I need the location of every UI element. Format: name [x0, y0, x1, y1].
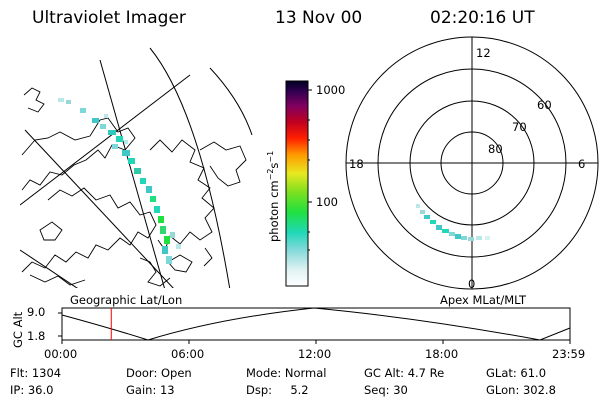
coastline	[23, 87, 45, 113]
coastline	[139, 257, 171, 287]
coastline	[29, 274, 86, 286]
altitude-curve	[61, 307, 571, 341]
colorbar-tick-label: 100	[316, 195, 338, 209]
grid-line	[20, 74, 191, 206]
altitude-axis-label: GC Alt	[11, 311, 25, 348]
observation-date: 13 Nov 00	[275, 8, 363, 28]
info-glat: GLat: 61.0	[486, 366, 547, 380]
info-dsp: Dsp: 5.2	[246, 383, 309, 397]
altitude-plot	[58, 307, 571, 344]
mlat-label-80: 80	[488, 142, 503, 156]
time-tick-label: 00:00	[44, 347, 78, 361]
polar-auroral-emission	[416, 204, 490, 241]
earth-limb-arc	[149, 47, 231, 288]
coastline	[149, 139, 215, 251]
polar-plot	[345, 36, 599, 290]
info-gc-alt: GC Alt: 4.7 Re	[364, 366, 445, 380]
info-mode: Mode: Normal	[246, 366, 327, 380]
earth-limb-arc	[209, 67, 253, 136]
observation-time: 02:20:16 UT	[430, 8, 535, 28]
mlat-label-70: 70	[512, 120, 527, 134]
info-door: Door: Open	[126, 366, 192, 380]
mlt-label-18: 18	[349, 157, 364, 171]
right-panel-label: Apex MLat/MLT	[440, 293, 527, 307]
info-seq: Seq: 30	[364, 383, 408, 397]
instrument-title: Ultraviolet Imager	[32, 8, 186, 28]
mlt-label-6: 6	[578, 157, 586, 171]
geographic-map	[20, 47, 253, 288]
time-tick-label: 12:00	[298, 347, 332, 361]
info-flt: Flt: 1304	[10, 366, 62, 380]
time-tick-label: 23:59	[552, 347, 586, 361]
coastline	[199, 141, 247, 187]
colorbar-unit-label: photon cm−2s−1	[266, 150, 281, 242]
altitude-tick-label: 9.0	[27, 305, 46, 319]
mlt-label-0: 0	[468, 277, 476, 291]
coastline	[21, 187, 157, 273]
info-glon: GLon: 302.8	[486, 383, 556, 397]
intensity-colorbar	[285, 80, 312, 287]
coastline	[39, 221, 63, 241]
info-ip: IP: 36.0	[10, 383, 54, 397]
coastline	[203, 247, 213, 267]
mlat-label-60: 60	[537, 98, 552, 112]
colorbar-tick-label: 1000	[316, 83, 346, 97]
left-panel-label: Geographic Lat/Lon	[70, 293, 183, 307]
time-tick-label: 18:00	[425, 347, 459, 361]
coastline	[167, 254, 193, 273]
time-tick-label: 06:00	[171, 347, 205, 361]
info-gain: Gain: 13	[126, 383, 175, 397]
grid-line	[99, 59, 165, 288]
grid-line	[24, 129, 174, 288]
coastline	[21, 117, 136, 191]
auroral-emission	[58, 98, 181, 264]
grid-line	[20, 249, 78, 288]
altitude-tick-label: 1.8	[27, 329, 46, 343]
mlt-label-12: 12	[476, 46, 491, 60]
